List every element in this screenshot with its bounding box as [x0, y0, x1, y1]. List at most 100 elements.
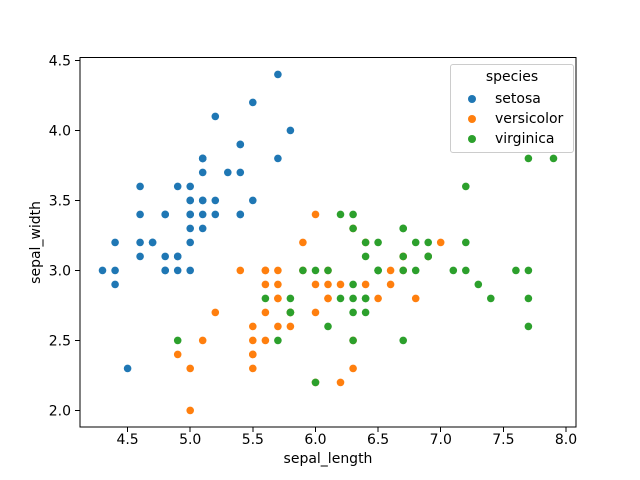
data-point-versicolor — [324, 280, 332, 289]
data-point-virginica — [286, 308, 295, 317]
data-point-setosa — [274, 154, 282, 163]
data-point-versicolor — [274, 294, 282, 303]
data-point-setosa — [136, 210, 144, 219]
data-point-versicolor — [173, 350, 182, 359]
data-point-versicolor — [299, 238, 307, 247]
data-point-setosa — [161, 266, 169, 275]
data-point-setosa — [224, 168, 232, 177]
legend-marker-icon — [468, 95, 476, 103]
data-point-setosa — [136, 252, 144, 261]
y-tick-label: 2.0 — [49, 403, 71, 419]
data-point-versicolor — [286, 322, 295, 331]
legend-marker-icon — [468, 135, 476, 143]
data-point-setosa — [98, 266, 107, 275]
axis-ticks-layer: 4.5 5.0 5.5 6.0 6.5 7.0 7.5 8.0 2.0 2.5 3.0 3.5 4.0 4… — [49, 53, 577, 448]
data-point-versicolor — [386, 280, 395, 289]
data-point-versicolor — [349, 364, 357, 373]
data-point-virginica — [411, 238, 420, 247]
data-point-versicolor — [261, 266, 270, 275]
data-point-setosa — [249, 196, 257, 205]
data-point-setosa — [148, 238, 157, 247]
data-point-virginica — [524, 294, 533, 303]
data-point-virginica — [349, 280, 357, 289]
data-point-setosa — [173, 266, 182, 275]
data-point-virginica — [424, 238, 433, 247]
y-axis-label: sepal_width — [28, 201, 44, 284]
data-point-setosa — [236, 210, 245, 219]
data-point-virginica — [361, 308, 370, 317]
data-point-setosa — [111, 280, 119, 289]
data-point-setosa — [249, 98, 257, 107]
data-point-setosa — [211, 196, 220, 205]
data-point-virginica — [449, 266, 458, 275]
legend-entry-setosa: setosa — [451, 89, 573, 109]
data-point-setosa — [186, 196, 194, 205]
data-point-virginica — [349, 224, 357, 233]
data-point-virginica — [374, 266, 382, 275]
data-point-setosa — [198, 196, 207, 205]
data-point-versicolor — [186, 406, 194, 415]
data-point-setosa — [236, 140, 245, 149]
data-point-versicolor — [311, 210, 320, 219]
data-point-virginica — [361, 238, 370, 247]
data-point-setosa — [198, 154, 207, 163]
axes-frame-layer — [79, 57, 577, 428]
data-point-versicolor — [274, 266, 282, 275]
data-point-virginica — [261, 294, 270, 303]
data-point-versicolor — [261, 308, 270, 317]
data-point-versicolor — [249, 322, 257, 331]
data-point-versicolor — [236, 266, 245, 275]
data-point-setosa — [111, 238, 119, 247]
y-tick-label: 2.5 — [49, 333, 71, 349]
data-point-setosa — [161, 252, 169, 261]
data-point-virginica — [349, 294, 357, 303]
data-point-versicolor — [186, 364, 194, 373]
data-point-virginica — [324, 266, 332, 275]
scatter-points-layer — [98, 70, 558, 415]
data-point-virginica — [173, 336, 182, 345]
data-point-setosa — [236, 168, 245, 177]
data-point-setosa — [123, 364, 132, 373]
x-tick-label: 5.5 — [242, 432, 264, 448]
data-point-setosa — [211, 210, 220, 219]
data-point-versicolor — [249, 336, 257, 345]
data-point-versicolor — [261, 336, 270, 345]
data-point-virginica — [399, 266, 408, 275]
data-point-virginica — [399, 252, 408, 261]
axes-frame — [79, 57, 577, 428]
data-point-versicolor — [274, 322, 282, 331]
data-point-virginica — [462, 266, 470, 275]
data-point-versicolor — [336, 378, 345, 387]
data-point-virginica — [349, 308, 357, 317]
data-point-virginica — [474, 280, 483, 289]
data-point-virginica — [311, 378, 320, 387]
data-point-versicolor — [261, 280, 270, 289]
x-tick-label: 7.0 — [430, 432, 452, 448]
data-point-setosa — [111, 266, 119, 275]
data-point-virginica — [324, 322, 332, 331]
data-point-versicolor — [374, 294, 382, 303]
data-point-setosa — [186, 238, 194, 247]
data-point-virginica — [462, 238, 470, 247]
legend: species setosa versicolor virginica — [450, 64, 574, 153]
data-point-setosa — [198, 224, 207, 233]
data-point-setosa — [186, 182, 194, 191]
y-tick-label: 4.0 — [49, 123, 71, 139]
x-tick-label: 6.0 — [304, 432, 326, 448]
legend-title: species — [485, 69, 539, 85]
data-point-virginica — [361, 252, 370, 261]
x-tick-label: 5.0 — [179, 432, 201, 448]
data-point-virginica — [411, 266, 420, 275]
data-point-virginica — [336, 210, 345, 219]
data-point-virginica — [462, 182, 470, 191]
data-point-versicolor — [249, 350, 257, 359]
x-tick-label: 7.5 — [492, 432, 514, 448]
data-point-setosa — [198, 210, 207, 219]
data-point-versicolor — [411, 294, 420, 303]
data-point-virginica — [549, 154, 558, 163]
data-point-versicolor — [198, 336, 207, 345]
x-tick-label: 4.5 — [116, 432, 138, 448]
data-point-virginica — [524, 154, 533, 163]
data-point-versicolor — [311, 308, 320, 317]
